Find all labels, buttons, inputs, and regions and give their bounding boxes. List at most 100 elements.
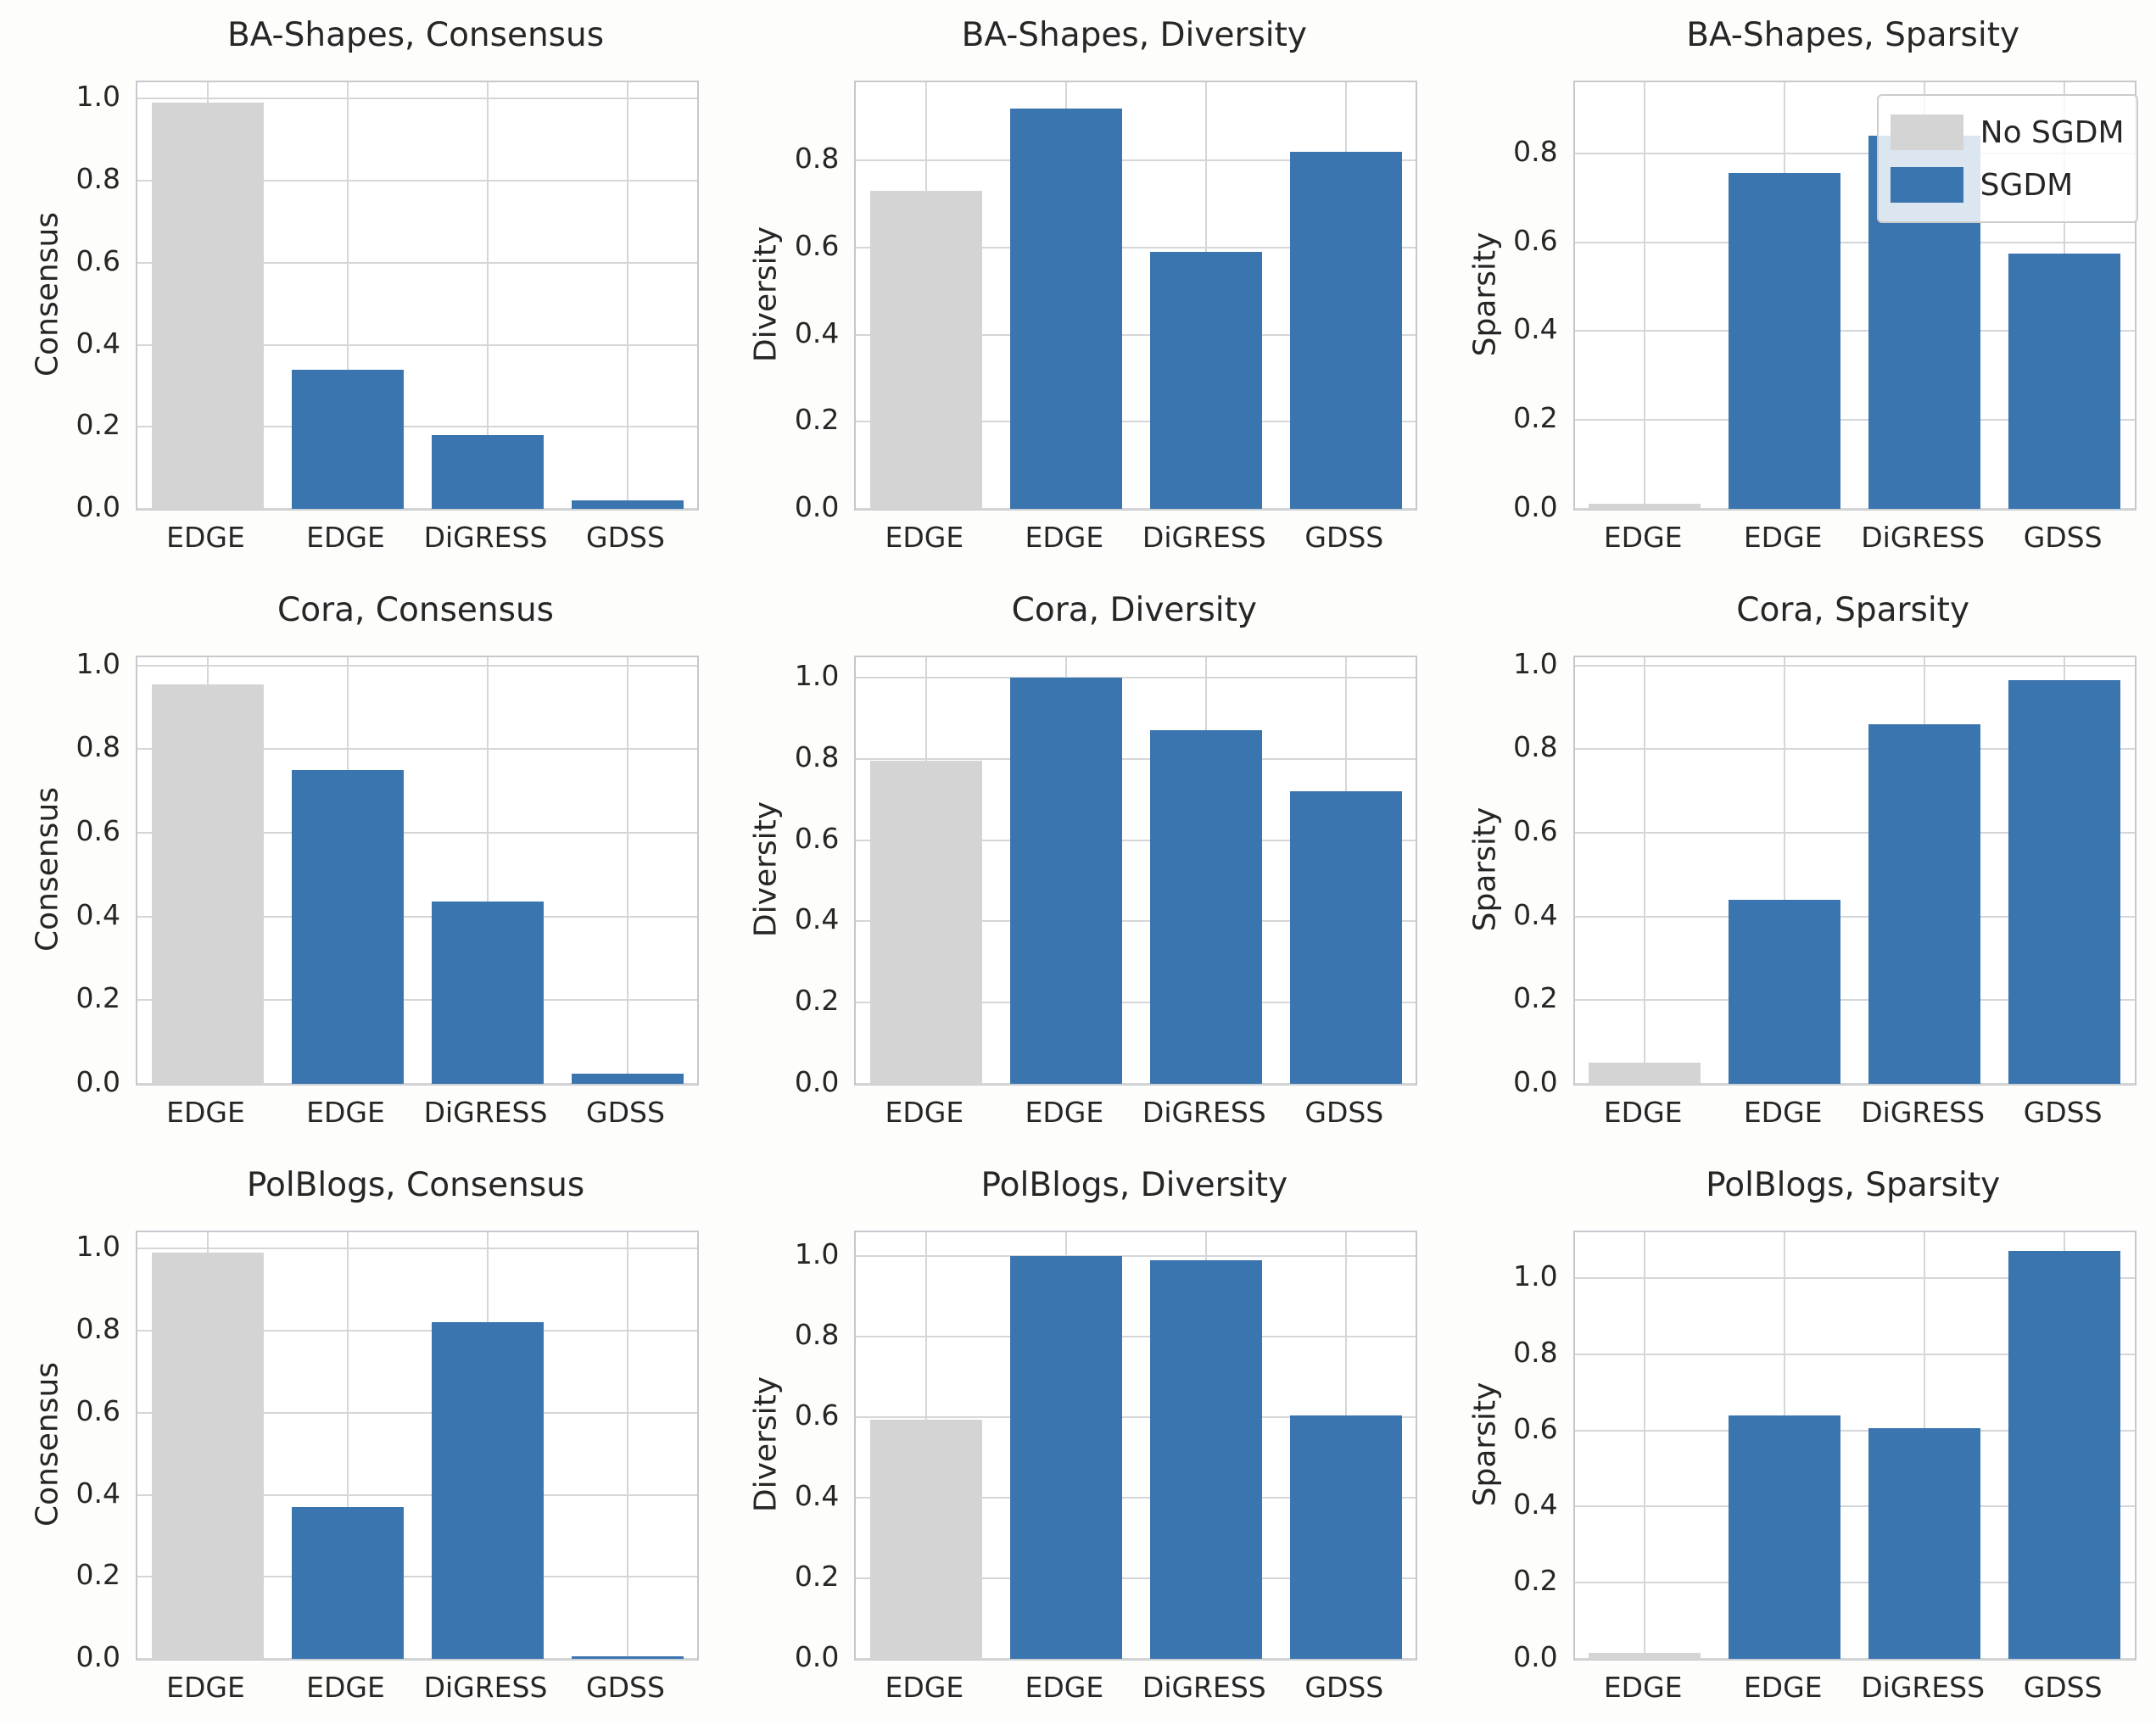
gridline-h [137, 915, 697, 918]
y-tick-label: 0.6 [75, 814, 120, 848]
y-tick-label: 0.2 [75, 408, 120, 442]
y-tick-label: 0.2 [75, 981, 120, 1015]
bar-edge [1589, 503, 1701, 509]
gridline-h [856, 920, 1416, 923]
y-tick-label: 0.4 [794, 1479, 840, 1513]
gridline-v [1644, 1232, 1646, 1659]
plot-area [136, 1231, 699, 1661]
x-tick-label: GDSS [2023, 1096, 2103, 1129]
y-tick-label: 0.8 [75, 1312, 120, 1346]
gridline-h [1574, 1353, 2135, 1355]
gridline-h [137, 1658, 697, 1660]
y-tick-label: 0.2 [1513, 981, 1558, 1015]
subplot-title: PolBlogs, Consensus [246, 1166, 585, 1204]
gridline-v [1644, 82, 1646, 509]
x-tick-label: DiGRESS [423, 1096, 548, 1129]
gridline-h [137, 261, 697, 264]
y-tick-label: 1.0 [1513, 1259, 1558, 1292]
gridline-h [1574, 330, 2135, 332]
gridline-h [1574, 241, 2135, 243]
y-tick-label: 0.0 [75, 1640, 120, 1673]
bar-digress [1868, 723, 1981, 1084]
bar-edge [1589, 1063, 1701, 1084]
x-tick-label: GDSS [1304, 1096, 1384, 1129]
y-tick-label: 0.2 [1513, 1564, 1558, 1598]
gridline-h [1574, 999, 2135, 1002]
gridline-h [856, 1416, 1416, 1419]
x-tick-label: EDGE [1603, 1671, 1683, 1704]
gridline-h [856, 1336, 1416, 1338]
bar-gdss [2008, 253, 2121, 509]
y-tick-label: 1.0 [75, 1230, 120, 1264]
gridline-h [137, 748, 697, 751]
gridline-h [1574, 748, 2135, 751]
gridline-h [137, 1576, 697, 1578]
x-tick-label: DiGRESS [423, 1671, 548, 1704]
gridline-v [1644, 657, 1646, 1084]
bar-edge [1729, 173, 1841, 509]
y-tick-label: 0.8 [794, 1318, 840, 1352]
plot-area [854, 1231, 1418, 1661]
y-tick-label: 0.8 [794, 142, 840, 176]
gridline-h [856, 1255, 1416, 1258]
gridline-h [856, 1497, 1416, 1499]
gridline-v [486, 82, 489, 509]
bar-edge [291, 1507, 404, 1659]
x-tick-label: EDGE [1743, 1096, 1823, 1129]
x-tick-label: EDGE [885, 521, 964, 554]
y-tick-label: 0.4 [75, 326, 120, 360]
y-tick-label: 0.8 [1513, 1335, 1558, 1369]
gridline-h [137, 98, 697, 100]
bar-edge [1009, 1256, 1122, 1659]
bar-edge [291, 369, 404, 509]
y-tick-label: 0.2 [1513, 401, 1558, 435]
bar-digress [1868, 1428, 1981, 1659]
gridline-h [1574, 1276, 2135, 1279]
gridline-h [1574, 1582, 2135, 1584]
x-tick-label: DiGRESS [1142, 521, 1266, 554]
gridline-h [1574, 832, 2135, 835]
x-tick-label: GDSS [586, 521, 665, 554]
gridline-v [486, 657, 489, 1084]
gridline-h [137, 180, 697, 182]
bar-edge [869, 191, 982, 509]
subplot-polblogs-sparsity: PolBlogs, Sparsity Sparsity 0.0 0.2 0.4 0.6 0.… [1438, 1150, 2156, 1725]
gridline-h [856, 1658, 1416, 1660]
subplot-cora-consensus: Cora, Consensus Consensus 0.0 0.2 0.4 0.6 0.8 1… [0, 575, 718, 1150]
x-tick-label: EDGE [885, 1671, 964, 1704]
gridline-h [137, 832, 697, 835]
y-tick-label: 0.6 [794, 1398, 840, 1432]
bar-edge [291, 770, 404, 1084]
subplot-title: Cora, Diversity [1011, 591, 1257, 629]
y-tick-label: 0.8 [794, 740, 840, 773]
y-tick-label: 0.0 [75, 1065, 120, 1098]
y-tick-label: 0.2 [794, 403, 840, 437]
gridline-h [137, 508, 697, 510]
gridline-h [856, 1577, 1416, 1580]
bar-edge [1729, 1415, 1841, 1659]
gridline-h [856, 421, 1416, 423]
bar-gdss [2008, 680, 2121, 1084]
y-tick-label: 1.0 [794, 1237, 840, 1271]
x-tick-label: EDGE [166, 521, 245, 554]
x-tick-label: GDSS [586, 1671, 665, 1704]
gridline-h [1574, 915, 2135, 918]
bar-edge [151, 1253, 264, 1659]
gridline-h [137, 343, 697, 346]
y-tick-label: 0.6 [75, 243, 120, 277]
gridline-h [1574, 152, 2135, 154]
gridline-h [1574, 1429, 2135, 1432]
x-tick-label: EDGE [1603, 1096, 1683, 1129]
gridline-v [626, 82, 628, 509]
gridline-h [137, 1248, 697, 1250]
gridline-h [1574, 664, 2135, 667]
gridline-h [137, 426, 697, 428]
y-tick-label: 1.0 [1513, 646, 1558, 680]
bar-digress [431, 1322, 544, 1659]
y-tick-label: 0.0 [1513, 1640, 1558, 1673]
subplot-title: Cora, Sparsity [1736, 591, 1970, 629]
legend-label: SGDM [1980, 167, 2074, 203]
y-tick-label: 0.4 [75, 1476, 120, 1510]
y-tick-label: 0.4 [1513, 897, 1558, 931]
subplot-cora-sparsity: Cora, Sparsity Sparsity 0.0 0.2 0.4 0.6 0.8 1.0… [1438, 575, 2156, 1150]
